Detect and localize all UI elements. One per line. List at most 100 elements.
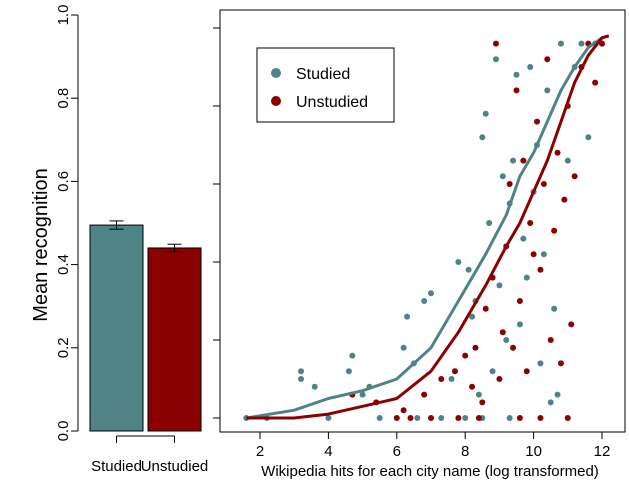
point-unstudied	[462, 352, 469, 359]
point-studied	[489, 368, 496, 375]
point-unstudied	[564, 415, 571, 421]
point-studied	[448, 376, 455, 382]
legend-marker-unstudied	[271, 96, 281, 106]
point-studied	[496, 282, 503, 289]
legend-label-unstudied: Unstudied	[296, 94, 368, 111]
point-studied	[513, 71, 520, 78]
point-studied	[520, 235, 527, 242]
point-studied	[475, 391, 482, 398]
point-unstudied	[527, 220, 534, 226]
scatter-x-tick-label: 8	[461, 443, 469, 460]
point-studied	[557, 40, 564, 47]
point-studied	[547, 399, 554, 406]
point-unstudied	[469, 383, 476, 390]
point-studied	[527, 64, 534, 70]
bar-y-tick-label: 1.0	[55, 5, 72, 26]
bar-chart-panel: Mean recognition 0.0 0.2 0.4 0.6 0.8 1.0 Stud…	[30, 5, 208, 475]
point-studied	[462, 415, 469, 421]
scatter-x-tick-label: 12	[594, 443, 611, 460]
point-unstudied	[537, 266, 544, 273]
legend-label-studied: Studied	[296, 66, 350, 83]
scatter-x-tick-label: 6	[393, 443, 401, 460]
point-unstudied	[407, 415, 414, 421]
point-studied	[400, 344, 407, 351]
x-axis-label: Wikipedia hits for each city name (log t…	[261, 463, 599, 480]
smooth-lines	[246, 34, 610, 420]
point-unstudied	[472, 344, 479, 351]
point-unstudied	[537, 415, 544, 421]
point-unstudied	[516, 298, 523, 304]
point-unstudied	[551, 227, 558, 234]
point-studied	[479, 134, 486, 141]
point-unstudied	[534, 118, 541, 125]
point-unstudied	[554, 149, 561, 156]
bars	[89, 220, 202, 432]
y-axis-label: Mean recognition	[30, 168, 52, 321]
point-studied	[499, 173, 506, 180]
point-studied	[486, 220, 493, 226]
point-studied	[554, 391, 561, 398]
legend-marker-studied	[271, 68, 281, 78]
point-studied	[465, 266, 472, 273]
bar-y-tick-label: 0.8	[55, 88, 72, 109]
legend-box	[256, 47, 395, 123]
point-unstudied	[428, 415, 434, 421]
smooth-line-unstudied	[246, 34, 610, 420]
point-studied	[540, 251, 547, 258]
point-studied	[482, 110, 489, 117]
point-studied	[298, 368, 305, 375]
point-unstudied	[499, 329, 506, 336]
point-unstudied	[547, 337, 554, 343]
point-unstudied	[421, 391, 428, 398]
bar-y-tick-label: 0.2	[55, 337, 72, 358]
point-unstudied	[592, 79, 599, 86]
point-studied	[510, 157, 517, 164]
point-unstudied	[544, 56, 551, 63]
plot-frame	[219, 9, 626, 433]
point-studied	[345, 368, 352, 375]
point-unstudied	[540, 181, 547, 187]
point-unstudied	[479, 399, 486, 406]
bar-category-label: Unstudied	[141, 458, 209, 475]
bar-y-axis: 0.0 0.2 0.4 0.6 0.8 1.0	[55, 5, 79, 441]
point-studied	[516, 321, 523, 328]
point-unstudied	[506, 181, 513, 187]
point-unstudied	[561, 196, 568, 203]
point-studied	[298, 376, 305, 382]
point-studied	[428, 290, 434, 297]
point-studied	[349, 352, 356, 359]
point-studied	[359, 391, 366, 398]
point-unstudied	[393, 415, 400, 421]
point-unstudied	[568, 321, 575, 328]
point-studied	[585, 134, 592, 141]
point-studied	[492, 56, 499, 63]
bar-studied	[89, 224, 144, 432]
point-studied	[414, 415, 421, 421]
legend: Studied Unstudied	[256, 47, 395, 123]
scatter-y-ticks	[213, 27, 220, 419]
point-studied	[421, 298, 428, 304]
point-unstudied	[400, 407, 407, 414]
point-unstudied	[496, 376, 503, 382]
point-unstudied	[516, 415, 523, 421]
point-unstudied	[438, 376, 445, 382]
bar-category-label: Studied	[91, 458, 142, 475]
point-studied	[325, 415, 332, 421]
scatter-x-tick-label: 10	[525, 443, 542, 460]
scatter-points	[243, 40, 605, 421]
point-unstudied	[571, 173, 578, 180]
point-unstudied	[530, 251, 537, 258]
bar-y-tick-label: 0.6	[55, 171, 72, 192]
point-studied	[503, 337, 510, 343]
point-studied	[544, 87, 551, 94]
point-studied	[578, 40, 585, 47]
point-unstudied	[520, 157, 527, 164]
point-unstudied	[510, 344, 517, 351]
bar-y-tick-label: 0.4	[55, 254, 72, 275]
scatter-x-axis: 2 4 6 8 10 12	[256, 432, 611, 460]
point-unstudied	[557, 360, 564, 367]
point-studied	[523, 274, 530, 281]
point-studied	[506, 415, 513, 421]
